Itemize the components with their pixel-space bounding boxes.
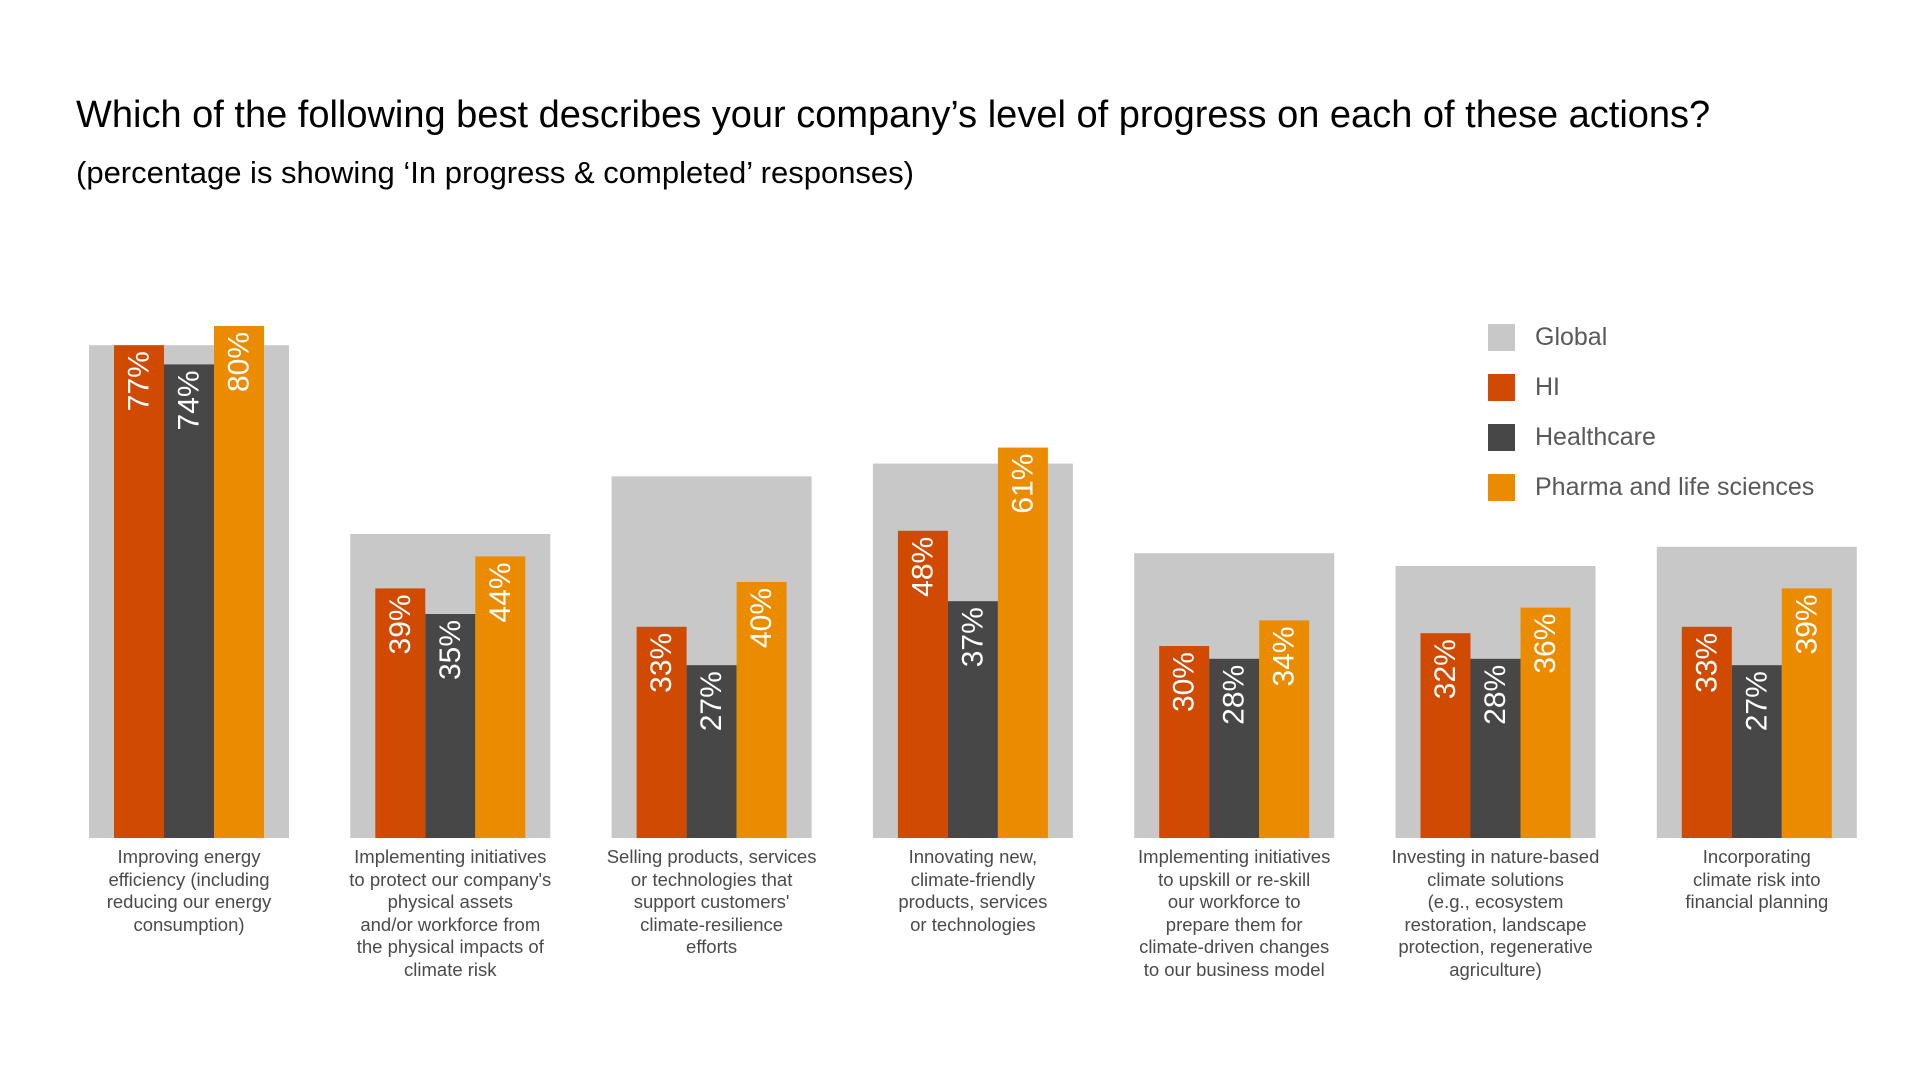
healthcare-bar-3 [686,665,737,838]
legend-label-healthcare: Healthcare [1535,422,1656,451]
pharma-and-life-sciences-data-label-6: 36% [1529,614,1562,674]
healthcare-data-label-5: 28% [1218,665,1251,725]
legend: Global HI Healthcare Pharma and life sci… [1488,312,1814,512]
hi-data-label-1: 77% [123,351,156,411]
legend-item-pharma: Pharma and life sciences [1488,462,1814,512]
pharma-and-life-sciences-data-label-3: 40% [745,588,778,648]
category-label-line: protection, regenerative [1398,936,1593,957]
category-label-line: Incorporating [1702,846,1811,867]
legend-swatch-healthcare [1488,423,1515,451]
category-label-line: physical assets [387,891,514,912]
legend-label-global: Global [1535,322,1608,351]
category-label-line: or technologies that [630,868,793,890]
pharma-and-life-sciences-bar-4 [997,447,1048,838]
category-label-line: climate risk [404,958,497,980]
category-label-7: Incorporating climate risk into financial … [1637,846,1877,914]
healthcare-bar-6 [1470,658,1521,838]
hi-bar-6 [1420,633,1471,838]
category-label-6: Investing in nature-based climate solutio… [1376,846,1616,981]
chart-subtitle: (percentage is showing ‘In progress & co… [76,155,914,190]
healthcare-data-label-1: 74% [173,370,206,430]
category-label-line: to protect our company's [349,868,552,890]
healthcare-bar-2 [425,614,476,838]
healthcare-bar-7 [1731,665,1782,838]
healthcare-data-label-4: 37% [956,607,989,667]
legend-item-hi: HI [1488,362,1814,412]
category-label-2: Implementing initiatives to protect our c… [330,846,570,981]
category-label-line: the physical impacts of [356,936,544,957]
category-label-4: Innovating new, climate-friendly products,… [853,846,1093,936]
pharma-and-life-sciences-bar-1 [214,326,264,838]
category-label-5: Implementing initiatives to upskill or re… [1114,846,1354,981]
hi-bar-1 [114,345,164,838]
hi-data-label-6: 32% [1429,639,1462,699]
hi-bar-2 [375,588,426,838]
pharma-and-life-sciences-data-label-4: 61% [1006,454,1039,514]
legend-item-global: Global [1488,312,1814,362]
category-label-1: Improving energy efficiency (including red… [69,846,309,936]
category-label-line: climate risk into [1693,868,1821,890]
pharma-and-life-sciences-data-label-5: 34% [1268,626,1301,686]
pharma-and-life-sciences-bar-5 [1259,620,1310,838]
hi-data-label-4: 48% [906,537,939,597]
legend-label-pharma: Pharma and life sciences [1535,472,1815,501]
hi-bar-4 [897,530,948,838]
hi-data-label-2: 39% [384,594,417,654]
healthcare-data-label-6: 28% [1479,665,1512,725]
legend-swatch-pharma [1488,473,1515,501]
healthcare-data-label-2: 35% [434,620,467,680]
hi-data-label-7: 33% [1690,633,1723,693]
hi-data-label-5: 30% [1168,652,1201,712]
category-label-line: Implementing initiatives [354,846,547,867]
pharma-and-life-sciences-bar-2 [475,556,526,838]
category-label-line: prepare them for [1165,913,1303,935]
category-label-line: Selling products, services [606,846,817,867]
healthcare-bar-1 [164,364,214,838]
legend-swatch-global [1488,323,1515,351]
category-label-line: efficiency (including [108,868,270,890]
category-label-line: Improving energy [117,846,261,867]
chart-title: Which of the following best describes yo… [76,94,1711,136]
category-label-line: climate-friendly [910,868,1036,890]
category-label-line: support customers' [633,891,790,912]
category-label-line: restoration, landscape [1404,913,1587,935]
hi-bar-5 [1159,646,1210,838]
category-label-line: our workforce to [1167,891,1301,912]
category-label-line: agriculture) [1449,958,1542,980]
category-label-line: or technologies [910,913,1036,935]
legend-swatch-hi [1488,373,1515,401]
category-label-line: Investing in nature-based [1391,846,1600,867]
category-label-line: and/or workforce from [360,913,541,935]
legend-label-hi: HI [1535,372,1560,401]
hi-bar-3 [636,626,687,838]
category-label-line: Innovating new, [908,846,1038,867]
category-label-3: Selling products, services or technologie… [592,846,832,959]
category-label-line: climate-driven changes [1139,936,1330,957]
pharma-and-life-sciences-bar-6 [1520,607,1571,838]
category-label-line: products, services [898,891,1048,912]
category-label-line: climate solutions [1427,868,1564,890]
category-label-line: to upskill or re-skill [1158,868,1311,890]
pharma-and-life-sciences-bar-3 [736,582,787,838]
hi-bar-7 [1681,626,1732,838]
healthcare-bar-4 [947,601,998,838]
pharma-and-life-sciences-bar-7 [1781,588,1832,838]
legend-item-healthcare: Healthcare [1488,412,1814,462]
pharma-and-life-sciences-data-label-1: 80% [223,332,256,392]
healthcare-data-label-3: 27% [695,671,728,731]
category-label-line: financial planning [1685,891,1829,912]
category-label-line: consumption) [133,913,245,935]
hi-data-label-3: 33% [645,633,678,693]
category-label-line: Implementing initiatives [1138,846,1331,867]
healthcare-data-label-7: 27% [1740,671,1773,731]
category-label-line: efforts [686,936,738,957]
category-label-line: reducing our energy [106,891,272,912]
healthcare-bar-5 [1209,658,1260,838]
category-label-line: (e.g., ecosystem [1427,891,1564,912]
pharma-and-life-sciences-data-label-7: 39% [1790,594,1823,654]
pharma-and-life-sciences-data-label-2: 44% [484,562,517,622]
category-label-line: climate-resilience [640,913,784,935]
category-label-line: to our business model [1143,958,1325,980]
